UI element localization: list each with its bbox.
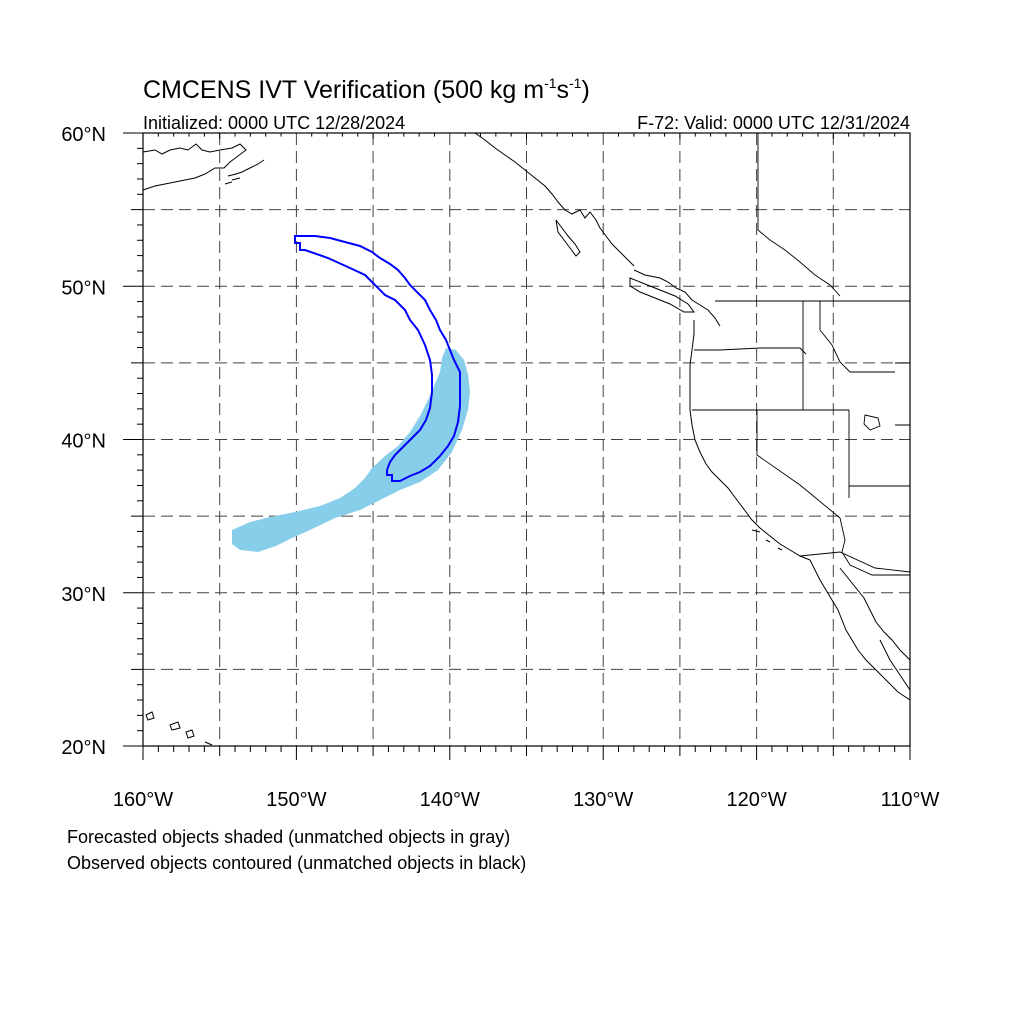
alaska-coast bbox=[142, 143, 247, 191]
valid-time-label: F-72: Valid: 0000 UTC 12/31/2024 bbox=[637, 113, 910, 133]
lat-tick-label: 50°N bbox=[61, 277, 106, 299]
haida-gwaii bbox=[555, 219, 581, 257]
lon-tick-label: 150°W bbox=[266, 789, 326, 811]
hawaii-islands bbox=[145, 711, 213, 746]
channel-islands bbox=[751, 529, 783, 551]
idaho-border bbox=[802, 301, 895, 410]
map-gridlines bbox=[143, 133, 910, 746]
lon-tick-label: 160°W bbox=[113, 789, 173, 811]
legend-observed-note: Observed objects contoured (unmatched ob… bbox=[67, 853, 526, 873]
us-west-coast bbox=[689, 320, 811, 561]
washington-oregon-border bbox=[694, 347, 807, 355]
lat-tick-label: 20°N bbox=[61, 737, 106, 759]
baja-coast bbox=[809, 559, 911, 701]
lat-tick-label: 40°N bbox=[61, 431, 106, 453]
legend-forecast-note: Forecasted objects shaded (unmatched obj… bbox=[67, 827, 510, 847]
latitude-labels: 60°N 50°N 40°N 30°N 20°N bbox=[61, 124, 106, 759]
figure-title: CMCENS IVT Verification (500 kg m-1s-1) bbox=[143, 75, 590, 104]
lon-tick-label: 140°W bbox=[420, 789, 480, 811]
init-time-label: Initialized: 0000 UTC 12/28/2024 bbox=[143, 113, 405, 133]
alaska-islands bbox=[224, 159, 265, 185]
bc-coast bbox=[633, 269, 721, 327]
lake-tahoe-region bbox=[863, 414, 881, 431]
nevada-border bbox=[756, 410, 850, 519]
coastlines bbox=[142, 132, 911, 746]
political-boundaries bbox=[692, 133, 911, 576]
se-alaska-coast bbox=[474, 132, 635, 267]
observed-object bbox=[294, 235, 461, 482]
bc-alberta-border bbox=[757, 133, 841, 297]
wyoming-border bbox=[895, 362, 911, 426]
vancouver-island bbox=[629, 277, 695, 313]
lon-tick-label: 110°W bbox=[881, 789, 940, 811]
longitude-labels: 160°W 150°W 140°W 130°W 120°W 110°W bbox=[113, 789, 940, 811]
gulf-of-california bbox=[839, 567, 911, 661]
lat-tick-label: 60°N bbox=[61, 124, 106, 146]
lon-tick-label: 120°W bbox=[726, 789, 786, 811]
arizona-border bbox=[839, 517, 910, 576]
us-mexico-border bbox=[799, 551, 911, 573]
mexico-coast bbox=[879, 639, 911, 691]
axis-ticks bbox=[123, 132, 911, 760]
lon-tick-label: 130°W bbox=[573, 789, 633, 811]
forecast-object bbox=[232, 348, 470, 552]
lat-tick-label: 30°N bbox=[61, 584, 106, 606]
